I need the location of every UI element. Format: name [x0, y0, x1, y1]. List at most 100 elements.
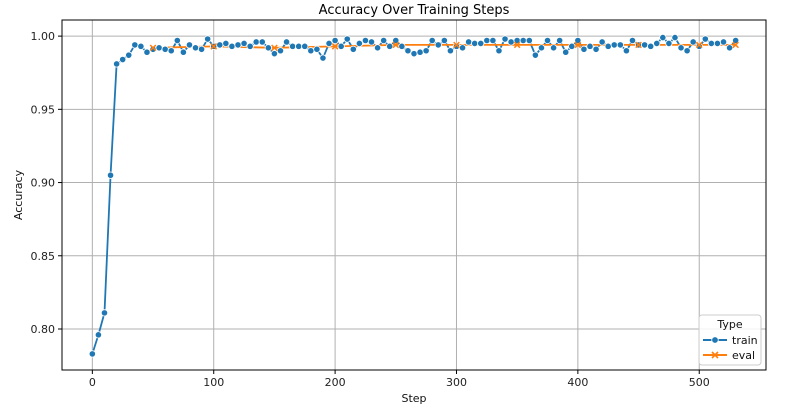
y-tick-label: 0.95 [31, 103, 56, 116]
train-point [549, 44, 558, 52]
train-point [137, 42, 145, 50]
y-tick-label: 1.00 [31, 30, 56, 43]
legend-train-label: train [732, 334, 758, 347]
x-tick-label: 0 [89, 376, 96, 389]
train-point [465, 38, 473, 46]
train-point [173, 36, 181, 45]
train-point [143, 48, 151, 56]
train-point [719, 38, 728, 46]
train-point [270, 50, 279, 58]
train-point [313, 45, 321, 53]
train-point [410, 50, 418, 58]
train-point [604, 42, 612, 50]
train-point [380, 36, 388, 45]
train-point [622, 47, 631, 55]
train-point [610, 41, 618, 49]
train-point [543, 36, 552, 45]
grid-lines [62, 20, 766, 370]
train-point [325, 39, 333, 48]
train-point [689, 38, 697, 46]
y-tick-label: 0.85 [31, 250, 56, 263]
legend: Type train eval [698, 314, 762, 366]
train-point [343, 35, 351, 43]
train-point [337, 42, 345, 50]
train-point [349, 45, 357, 53]
train-point [131, 41, 139, 49]
train-point [319, 54, 327, 62]
train-point [519, 36, 527, 45]
train-point [422, 47, 430, 55]
train-point [440, 36, 448, 45]
train-point [647, 42, 655, 50]
train-point [616, 41, 624, 49]
train-point [258, 38, 266, 46]
train-point [155, 44, 163, 52]
train-point [216, 41, 224, 49]
train-point [361, 36, 370, 45]
train-point [568, 42, 576, 50]
train-point [197, 45, 206, 53]
train-point [586, 42, 594, 50]
train-point [367, 38, 376, 46]
train-point [234, 41, 242, 49]
legend-eval-label: eval [732, 349, 755, 362]
train-point [331, 36, 339, 45]
y-tick-label: 0.90 [31, 177, 56, 190]
train-point [392, 36, 400, 45]
eval-point [331, 43, 339, 50]
train-point [246, 42, 254, 50]
train-point [386, 42, 394, 50]
train-point [282, 38, 291, 46]
train-point [446, 47, 455, 55]
eval-point [392, 41, 400, 49]
eval-point [210, 43, 218, 50]
train-point [507, 38, 515, 46]
train-point [701, 35, 709, 43]
train-point [677, 44, 685, 52]
train-point [665, 39, 673, 48]
train-point [295, 42, 303, 50]
train-point [483, 36, 491, 45]
x-tick-label: 200 [325, 376, 346, 389]
x-tick-label: 500 [689, 376, 710, 389]
train-point [185, 41, 194, 49]
train-point [434, 41, 442, 49]
x-tick-label: 300 [446, 376, 467, 389]
train-point [264, 44, 272, 52]
train-point [398, 42, 406, 50]
plot-area-frame [61, 19, 767, 371]
train-point [477, 39, 485, 48]
y-axis-label: Accuracy [12, 169, 25, 220]
eval-point [453, 41, 460, 49]
train-point [94, 331, 103, 339]
train-point [404, 47, 412, 55]
train-point [671, 33, 679, 42]
eval-point [574, 41, 582, 49]
chart-title: Accuracy Over Training Steps [319, 3, 510, 18]
train-point [191, 44, 200, 52]
train-point [373, 44, 382, 52]
train-point [100, 309, 109, 317]
eval-point [732, 41, 739, 49]
eval-point [513, 41, 521, 49]
train-point [125, 51, 133, 59]
train-point [659, 33, 667, 42]
train-point [88, 350, 96, 358]
train-point [167, 47, 175, 55]
train-point [222, 39, 230, 48]
train-point [501, 35, 509, 43]
train-point [252, 38, 260, 46]
x-axis-label: Step [401, 392, 426, 405]
train-point [307, 47, 315, 55]
train-point [301, 42, 309, 50]
train-point [179, 48, 187, 56]
train-point [556, 36, 564, 45]
train-point [695, 42, 703, 50]
train-point [416, 48, 424, 56]
train-point [562, 48, 570, 56]
legend-title: Type [716, 318, 742, 331]
x-tick-label: 100 [203, 376, 224, 389]
train-point [428, 36, 436, 45]
